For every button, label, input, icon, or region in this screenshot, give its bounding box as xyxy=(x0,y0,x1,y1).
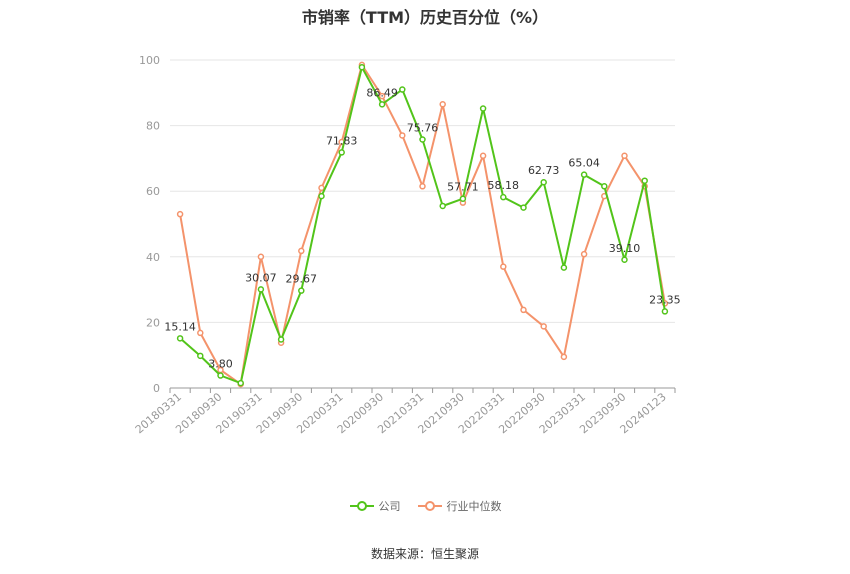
legend: 公司 行业中位数 xyxy=(0,498,850,515)
series-point-0 xyxy=(277,336,285,343)
legend-item-0[interactable]: 公司 xyxy=(349,498,401,514)
data-label: 57.71 xyxy=(447,181,479,194)
series-point-0 xyxy=(318,192,325,200)
series-point-0 xyxy=(479,105,487,112)
series-point-1 xyxy=(298,247,305,255)
series-point-0 xyxy=(641,177,648,184)
y-tick-label: 80 xyxy=(146,120,160,133)
series-point-0 xyxy=(298,287,305,294)
y-tick-label: 40 xyxy=(146,251,160,264)
y-tick-label: 20 xyxy=(146,316,160,329)
series-point-0 xyxy=(358,63,366,71)
line-chart: 0204060801002018033120180930201903312019… xyxy=(133,54,681,436)
data-label: 23.35 xyxy=(649,293,681,306)
series-point-1 xyxy=(439,101,446,108)
series-layer xyxy=(176,61,669,388)
legend-marker-icon xyxy=(349,501,374,511)
series-point-0 xyxy=(237,379,244,387)
series-point-0 xyxy=(520,204,527,211)
chart-title: 市销率（TTM）历史百分位（%） xyxy=(301,8,549,27)
series-point-0 xyxy=(257,286,265,293)
series-point-0 xyxy=(580,171,588,178)
data-label: 30.07 xyxy=(245,271,277,284)
series-point-0 xyxy=(500,193,507,201)
series-point-0 xyxy=(601,183,608,190)
series-point-1 xyxy=(419,183,426,190)
series-point-0 xyxy=(459,195,467,202)
data-label: 15.14 xyxy=(164,320,196,333)
series-point-0 xyxy=(176,335,184,342)
series-line-0 xyxy=(179,66,666,385)
legend-marker-icon xyxy=(417,501,442,511)
series-point-1 xyxy=(479,152,487,160)
series-point-1 xyxy=(560,353,568,361)
data-label: 62.73 xyxy=(528,164,560,177)
series-point-1 xyxy=(399,132,406,139)
series-point-1 xyxy=(520,306,527,314)
series-point-1 xyxy=(621,152,628,160)
series-point-0 xyxy=(378,101,386,108)
data-label: 58.18 xyxy=(488,179,520,192)
series-point-0 xyxy=(661,308,669,315)
series-point-1 xyxy=(257,253,265,261)
legend-item-1[interactable]: 行业中位数 xyxy=(417,498,502,514)
data-label: 86.49 xyxy=(366,86,398,99)
y-tick-label: 0 xyxy=(153,382,160,395)
series-point-0 xyxy=(540,178,547,186)
series-point-0 xyxy=(197,352,204,360)
y-tick-label: 60 xyxy=(146,185,160,198)
data-label: 71.83 xyxy=(326,134,358,147)
series-point-0 xyxy=(419,136,426,143)
series-point-1 xyxy=(500,263,507,270)
series-point-1 xyxy=(580,250,588,258)
series-point-1 xyxy=(540,323,547,330)
data-label: 65.04 xyxy=(568,157,600,170)
data-label: 39.10 xyxy=(609,242,641,255)
series-point-0 xyxy=(560,264,568,271)
data-label: 29.67 xyxy=(286,273,318,286)
y-tick-label: 100 xyxy=(139,54,160,67)
series-point-0 xyxy=(217,372,224,379)
series-line-1 xyxy=(179,63,666,386)
data-label: 3.80 xyxy=(208,358,233,371)
series-point-0 xyxy=(338,149,345,156)
data-label: 75.76 xyxy=(407,122,439,135)
legend-label: 行业中位数 xyxy=(446,500,502,513)
series-point-0 xyxy=(399,86,406,93)
series-point-1 xyxy=(318,184,325,192)
series-point-0 xyxy=(621,256,628,264)
series-point-0 xyxy=(439,202,446,210)
axes: 0204060801002018033120180930201903312019… xyxy=(133,54,676,436)
source-note: 数据来源：恒生聚源 xyxy=(370,547,479,561)
series-point-1 xyxy=(197,329,204,337)
series-point-1 xyxy=(176,210,184,218)
legend-label: 公司 xyxy=(378,500,401,513)
series-point-1 xyxy=(378,92,386,100)
grid-lines xyxy=(170,59,675,323)
data-labels: 15.14 3.80 30.07 29.67 71.83 86.49 75.76 57.71 5… xyxy=(164,86,680,370)
